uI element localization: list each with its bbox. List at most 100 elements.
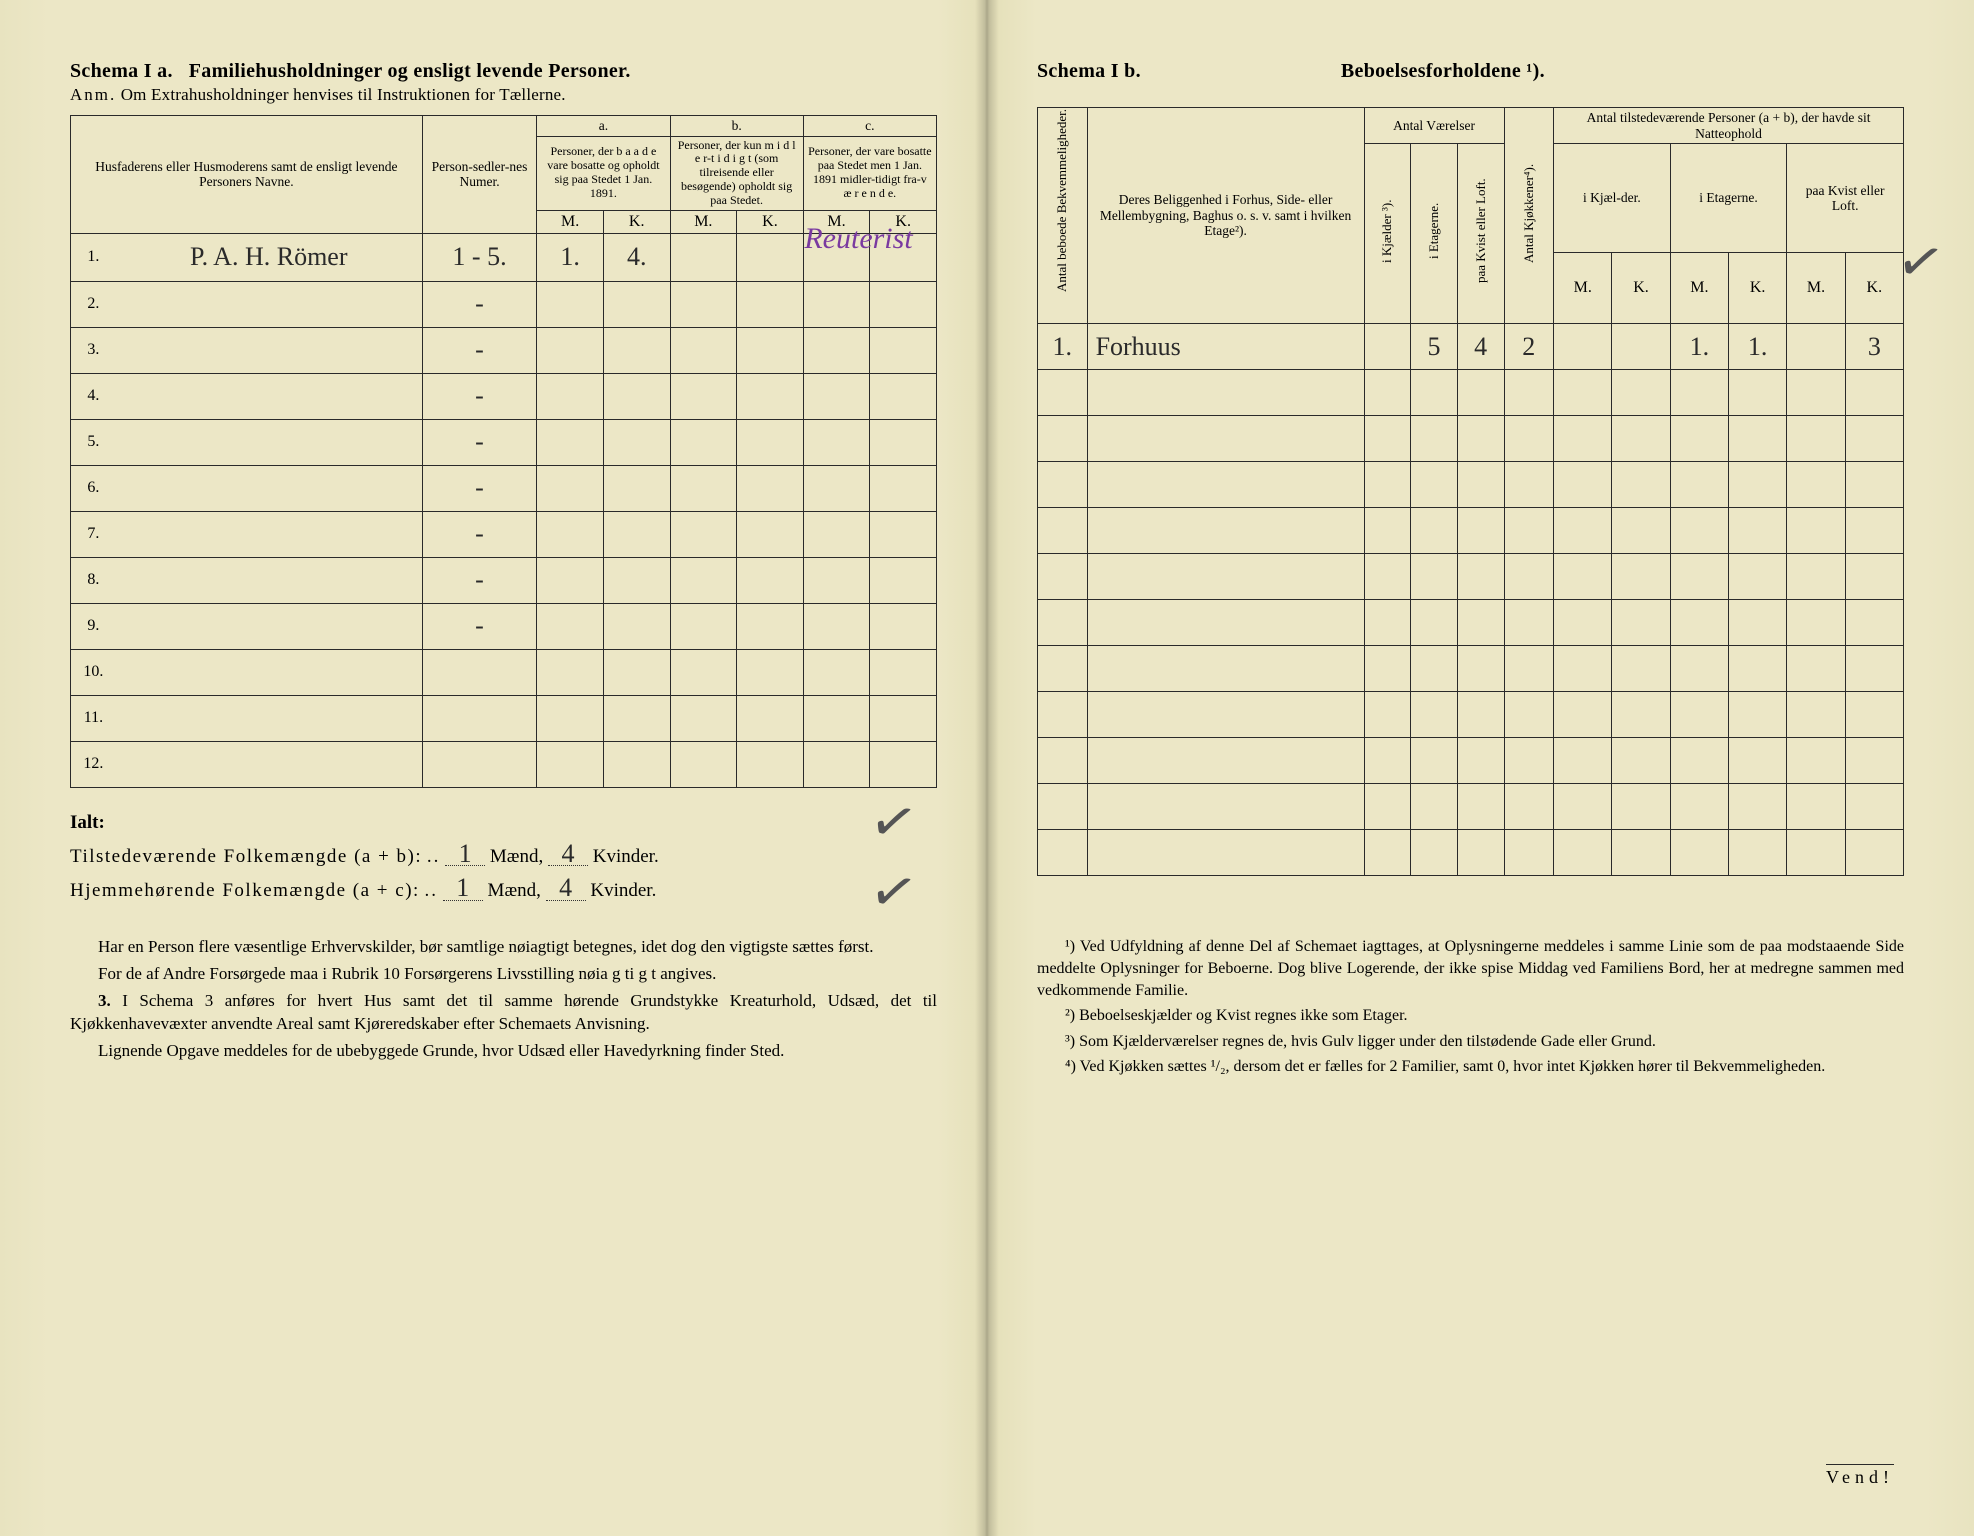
cell (737, 373, 804, 419)
hdr-c-top: c. (803, 116, 936, 137)
right-page: Schema I b. Beboelsesforholdene ¹). Anta… (987, 0, 1974, 1536)
cell: 4. (603, 233, 670, 281)
cell (670, 603, 737, 649)
cell: - (422, 603, 537, 649)
cell (1038, 508, 1088, 554)
cell (1612, 784, 1670, 830)
cell (737, 465, 804, 511)
hdr-n-kvist: paa Kvist eller Loft. (1787, 144, 1904, 253)
cell (1411, 646, 1458, 692)
cell: - (422, 511, 537, 557)
hdr-n-kjaelder: i Kjæl-der. (1554, 144, 1671, 253)
cell (1504, 462, 1554, 508)
cell (1504, 738, 1554, 784)
cell (1087, 692, 1364, 738)
table-1a: Husfaderens eller Husmoderens samt de en… (70, 115, 937, 788)
cell (116, 603, 422, 649)
cell (1411, 692, 1458, 738)
cell (1504, 646, 1554, 692)
cell (1670, 370, 1728, 416)
cell (116, 557, 422, 603)
cell (670, 557, 737, 603)
cell (670, 511, 737, 557)
cell (1612, 508, 1670, 554)
cell (1038, 554, 1088, 600)
totals-block: Ialt: Tilstedeværende Folkemængde (a + b… (70, 806, 937, 909)
ab-kvinder-value: 4 (548, 842, 588, 866)
right-title-row: Schema I b. Beboelsesforholdene ¹). (1037, 60, 1904, 83)
cell (803, 603, 870, 649)
cell (1087, 646, 1364, 692)
cell: 1. (1038, 324, 1088, 370)
cell (1038, 416, 1088, 462)
cell (116, 281, 422, 327)
cell (1670, 462, 1728, 508)
table-row: 12. (71, 741, 937, 787)
cell (1457, 508, 1504, 554)
cell (1787, 370, 1845, 416)
hdr-bK: K. (737, 210, 804, 233)
cell (803, 419, 870, 465)
table-1b-body: 1.Forhuus5421.1.3 (1038, 324, 1904, 876)
cell (870, 741, 937, 787)
cell (1670, 416, 1728, 462)
table-row (1038, 508, 1904, 554)
cell (670, 281, 737, 327)
cell (1787, 738, 1845, 784)
cell (1554, 692, 1612, 738)
hdr-b-top: b. (670, 116, 803, 137)
cell (670, 649, 737, 695)
vend-label: Vend! (1826, 1464, 1894, 1488)
cell (1411, 508, 1458, 554)
cell (1845, 784, 1903, 830)
cell (1504, 554, 1554, 600)
cell (1612, 646, 1670, 692)
totals-line-2: Hjemmehørende Folkemængde (a + c): .. 1 … (70, 874, 937, 908)
table-row (1038, 554, 1904, 600)
cell (1087, 600, 1364, 646)
cell (1729, 738, 1787, 784)
hdr-n-etagerne: i Etagerne. (1670, 144, 1787, 253)
cell (1038, 738, 1088, 784)
cell (1504, 600, 1554, 646)
cell (603, 327, 670, 373)
cell (1670, 508, 1728, 554)
cell (737, 233, 804, 281)
cell (1457, 462, 1504, 508)
cell (737, 603, 804, 649)
hdr-a: Personer, der b a a d e vare bosatte og … (537, 136, 670, 210)
cell: 3. (71, 327, 116, 373)
cell (116, 649, 422, 695)
cell (1457, 600, 1504, 646)
cell (1670, 830, 1728, 876)
cell (537, 281, 604, 327)
cell (1364, 692, 1411, 738)
totals-line-1: Tilstedeværende Folkemængde (a + b): .. … (70, 840, 937, 874)
body-p2: For de af Andre Forsørgede maa i Rubrik … (70, 963, 937, 986)
body-p3: 3. I Schema 3 anføres for hvert Hus samt… (70, 990, 937, 1036)
table-row: 1.Forhuus5421.1.3 (1038, 324, 1904, 370)
hdr-bM: M. (670, 210, 737, 233)
cell: 6. (71, 465, 116, 511)
table-row: 2.- (71, 281, 937, 327)
cell (1038, 830, 1088, 876)
cell (603, 741, 670, 787)
cell (1038, 784, 1088, 830)
document-spread: Schema I a. Familiehusholdninger og ensl… (0, 0, 1974, 1536)
cell (670, 419, 737, 465)
cell (870, 603, 937, 649)
hdr-antal-beboede: Antal beboede Bekvemmeligheder. (1038, 108, 1088, 324)
ialt-label: Ialt: (70, 806, 937, 840)
cell (1457, 416, 1504, 462)
hdr-net-K: K. (1729, 253, 1787, 324)
cell (1504, 692, 1554, 738)
cell (116, 511, 422, 557)
cell (1364, 784, 1411, 830)
ab-maend-value: 1 (445, 842, 485, 866)
cell (537, 327, 604, 373)
cell (116, 327, 422, 373)
table-row: 5.- (71, 419, 937, 465)
cell (1087, 784, 1364, 830)
cell (1038, 370, 1088, 416)
hdr-nkj-M: M. (1554, 253, 1612, 324)
